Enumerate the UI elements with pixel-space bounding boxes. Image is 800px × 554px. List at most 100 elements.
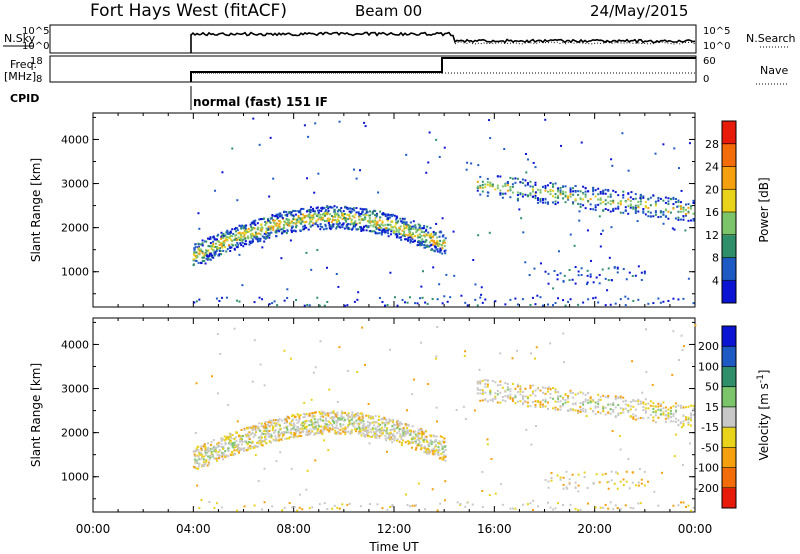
data-cell — [567, 195, 570, 198]
data-cell — [539, 403, 542, 406]
data-cell — [331, 424, 334, 427]
data-cell — [536, 294, 539, 297]
data-cell — [491, 398, 494, 401]
data-cell — [604, 207, 607, 210]
data-cell — [396, 424, 399, 427]
data-cell — [577, 473, 580, 476]
data-cell — [259, 218, 262, 221]
colorbar-tick-label: -100 — [694, 462, 719, 475]
data-cell — [377, 422, 380, 425]
data-cell — [334, 219, 337, 222]
data-cell — [339, 425, 342, 428]
data-cell — [419, 233, 422, 236]
data-cell — [197, 467, 200, 470]
data-cell — [259, 437, 262, 440]
data-cell — [578, 219, 581, 222]
data-cell — [312, 222, 315, 225]
data-cell — [254, 454, 257, 457]
data-cell — [587, 399, 590, 402]
data-cell — [371, 416, 374, 419]
data-cell — [616, 266, 619, 269]
data-cell — [629, 405, 632, 408]
data-cell — [479, 193, 482, 196]
data-cell — [389, 233, 392, 236]
data-cell — [417, 240, 420, 243]
data-cell — [511, 177, 514, 180]
data-cell — [408, 224, 411, 227]
data-cell — [404, 431, 407, 434]
data-cell — [524, 152, 527, 155]
data-cell — [268, 195, 271, 198]
data-cell — [289, 239, 292, 242]
data-cell — [479, 382, 482, 385]
data-cell — [384, 227, 387, 230]
data-cell — [311, 430, 314, 433]
x-tick-label: 04:00 — [176, 522, 211, 536]
data-cell — [391, 505, 394, 508]
data-cell — [432, 448, 435, 451]
data-cell — [250, 233, 253, 236]
data-cell — [582, 392, 585, 395]
data-cell — [208, 254, 211, 257]
data-cell — [413, 240, 416, 243]
data-cell — [302, 207, 305, 210]
data-cell — [602, 192, 605, 195]
data-cell — [313, 418, 316, 421]
data-cell — [337, 223, 340, 226]
data-cell — [358, 218, 361, 221]
data-cell — [602, 410, 605, 413]
data-cell — [203, 455, 206, 458]
data-cell — [443, 499, 446, 502]
data-cell — [499, 391, 502, 394]
data-cell — [265, 236, 268, 239]
data-cell — [602, 394, 605, 397]
data-cell — [423, 431, 426, 434]
data-cell — [343, 304, 346, 307]
data-cell — [674, 420, 677, 423]
data-cell — [217, 455, 220, 458]
data-cell — [262, 433, 265, 436]
data-cell — [239, 437, 242, 440]
data-cell — [390, 225, 393, 228]
data-cell — [229, 435, 232, 438]
data-cell — [672, 405, 675, 408]
data-cell — [369, 417, 372, 420]
data-cell — [323, 411, 326, 414]
data-cell — [366, 420, 369, 423]
data-cell — [420, 341, 423, 344]
data-cell — [644, 201, 647, 204]
data-cell — [307, 209, 310, 212]
data-cell — [501, 196, 504, 199]
data-cell — [521, 403, 524, 406]
data-cell — [432, 453, 435, 456]
data-cell — [209, 456, 212, 459]
data-cell — [422, 227, 425, 230]
data-cell — [406, 503, 409, 506]
data-cell — [464, 417, 467, 420]
freq-trace — [190, 57, 696, 82]
data-cell — [389, 223, 392, 226]
data-cell — [559, 408, 562, 411]
data-cell — [218, 454, 221, 457]
data-cell — [214, 242, 217, 245]
data-cell — [562, 190, 565, 193]
data-cell — [354, 428, 357, 431]
data-cell — [378, 296, 381, 299]
data-cell — [370, 230, 373, 233]
data-cell — [229, 433, 232, 436]
data-cell — [425, 435, 428, 438]
data-cell — [565, 486, 568, 489]
data-cell — [251, 241, 254, 244]
data-cell — [321, 206, 324, 209]
data-cell — [204, 445, 207, 448]
data-cell — [401, 439, 404, 442]
data-cell — [504, 303, 507, 306]
data-cell — [257, 441, 260, 444]
data-cell — [237, 451, 240, 454]
data-cell — [496, 384, 499, 387]
data-cell — [557, 391, 560, 394]
data-cell — [486, 194, 489, 197]
data-cell — [205, 454, 208, 457]
data-cell — [271, 429, 274, 432]
